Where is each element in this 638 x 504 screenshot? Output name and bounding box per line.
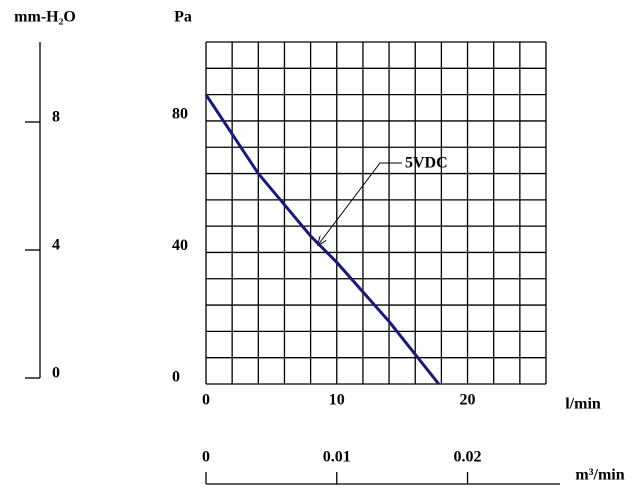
- x-tick-label: 0: [202, 392, 210, 409]
- x2-tick-label: 0.02: [454, 449, 482, 466]
- x-tick-label: 20: [460, 392, 476, 409]
- x2-axis-title: m³/min: [575, 467, 624, 484]
- x2-tick-label: 0.01: [323, 449, 351, 466]
- x-tick-label: 10: [329, 392, 345, 409]
- y-tick-label: 80: [172, 106, 188, 123]
- x-axis-title: l/min: [565, 396, 601, 413]
- annotation-arrow: [318, 162, 402, 245]
- y2-tick-label: 0: [52, 365, 60, 382]
- line-series: [204, 93, 440, 385]
- y-tick-label: 40: [172, 237, 188, 254]
- x2-tick-label: 0: [202, 449, 210, 466]
- y-tick-label: 0: [172, 369, 180, 386]
- y2-tick-label: 4: [52, 237, 60, 254]
- y-axis-title: Pa: [174, 9, 192, 26]
- y2-axis-title: mm-H₂O: [14, 9, 76, 26]
- y2-tick-label: 8: [52, 109, 60, 126]
